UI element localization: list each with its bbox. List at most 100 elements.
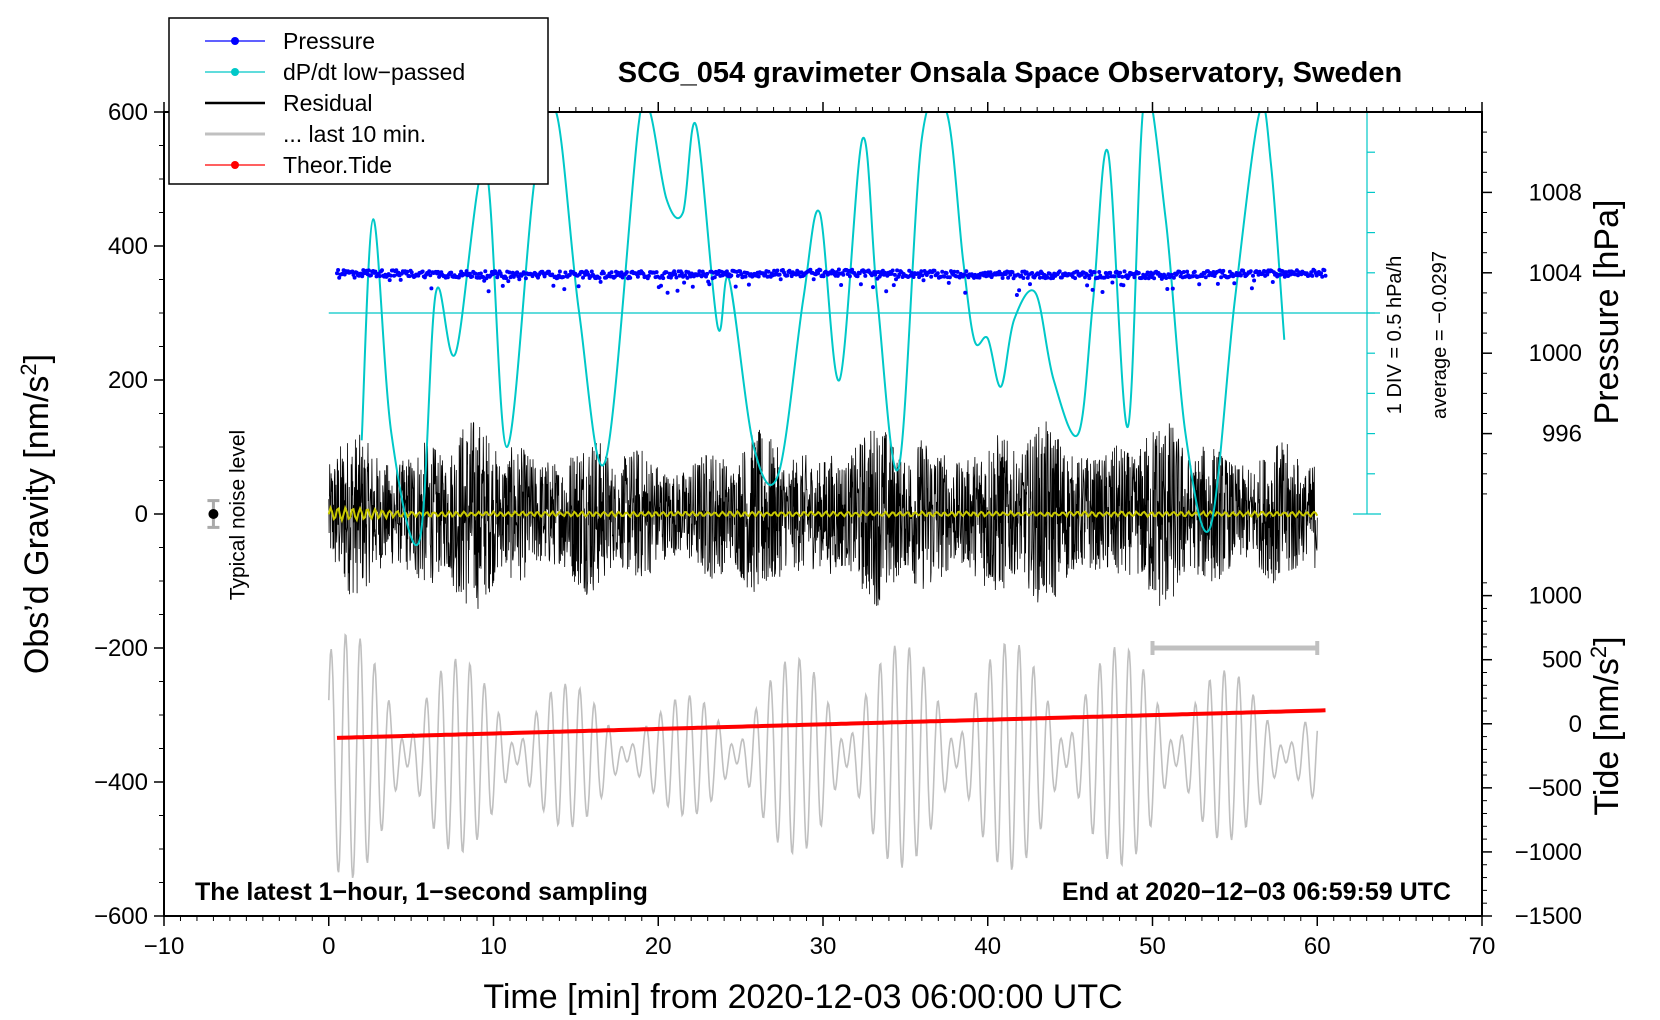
pressure-point bbox=[1097, 270, 1102, 274]
pressure-point bbox=[1083, 275, 1087, 280]
x-tick-label: 10 bbox=[480, 933, 507, 960]
y-axis-label: Obs’d Gravity [nm/s2] bbox=[16, 354, 57, 674]
pressure-point bbox=[705, 271, 710, 276]
dpdt-scale-label: 1 DIV = 0.5 hPa/h bbox=[1384, 256, 1406, 414]
pressure-point bbox=[940, 269, 945, 274]
pressure-point bbox=[724, 269, 729, 274]
y-tick-label: −400 bbox=[94, 769, 148, 796]
pressure-point bbox=[1000, 276, 1005, 280]
y-tick-label: −600 bbox=[94, 903, 148, 930]
pressure-point bbox=[563, 270, 568, 275]
pressure-point bbox=[1192, 269, 1197, 274]
pressure-point bbox=[1158, 272, 1163, 277]
pressure-point bbox=[1057, 269, 1062, 274]
legend: Pressure dP/dt low−passed Residual ... last… bbox=[168, 17, 549, 185]
pressure-point bbox=[964, 269, 969, 274]
pressure-point bbox=[557, 269, 562, 274]
pressure-point bbox=[1278, 272, 1283, 277]
legend-swatch-marker bbox=[231, 161, 239, 169]
pressure-point bbox=[1100, 290, 1105, 294]
pressure-point bbox=[1087, 276, 1092, 281]
pressure-point bbox=[654, 270, 659, 275]
dpdt-series: 1 DIV = 0.5 hPa/h average = −0.0297 bbox=[328, 111, 1451, 546]
x-tick-label: 20 bbox=[645, 933, 672, 960]
pressure-point bbox=[962, 272, 967, 277]
axes: −10 0 10 20 30 40 50 60 70−600−400−2000200400600… bbox=[16, 57, 1627, 1016]
pressure-point bbox=[1021, 276, 1026, 280]
pressure-point bbox=[818, 268, 823, 273]
x-tick-label: −10 bbox=[144, 933, 185, 960]
pressure-point bbox=[1006, 275, 1011, 280]
pressure-point bbox=[1185, 269, 1190, 274]
pressure-point bbox=[1165, 287, 1170, 291]
pressure-point bbox=[483, 269, 488, 274]
pressure-point bbox=[495, 275, 500, 280]
pressure-point bbox=[935, 271, 940, 276]
legend-label: Theor.Tide bbox=[283, 152, 392, 178]
pressure-point bbox=[1025, 275, 1030, 280]
pressure-point bbox=[481, 275, 486, 279]
pressure-point bbox=[1126, 274, 1131, 278]
pressure-point bbox=[1164, 276, 1169, 280]
theor-tide-line bbox=[336, 708, 1326, 740]
pressure-point bbox=[609, 270, 614, 275]
pressure-point bbox=[836, 267, 841, 272]
pressure-point bbox=[821, 274, 826, 279]
theor-tide-series bbox=[336, 708, 1326, 740]
pressure-point bbox=[449, 270, 454, 275]
pressure-point bbox=[1170, 286, 1175, 291]
pressure-point bbox=[506, 279, 511, 284]
annotation-sampling: The latest 1−hour, 1−second sampling bbox=[195, 878, 648, 906]
annotation-end-time: End at 2020−12−03 06:59:59 UTC bbox=[1062, 878, 1451, 906]
pressure-point bbox=[876, 270, 881, 274]
smoothed-residual-series bbox=[327, 504, 1319, 524]
pressure-point bbox=[1248, 269, 1253, 274]
pressure-point bbox=[733, 284, 738, 289]
pressure-point bbox=[427, 269, 432, 274]
tide-tick-label: −500 bbox=[1528, 775, 1582, 802]
tide-axis-label-end: ] bbox=[1588, 636, 1626, 645]
pressure-point bbox=[1075, 269, 1080, 274]
pressure-point bbox=[1238, 273, 1243, 278]
pressure-point bbox=[635, 274, 640, 279]
pressure-point bbox=[1090, 287, 1095, 292]
pressure-point bbox=[1251, 273, 1255, 278]
pressure-point bbox=[855, 274, 860, 279]
x-tick-label: 0 bbox=[322, 933, 335, 960]
x-tick-label: 40 bbox=[974, 933, 1001, 960]
y-axis-label-sup: 2 bbox=[16, 363, 41, 375]
pressure-point bbox=[920, 273, 925, 278]
pressure-point bbox=[436, 269, 440, 274]
pressure-point bbox=[756, 274, 761, 279]
pressure-point bbox=[1089, 272, 1094, 277]
pressure-point bbox=[884, 289, 889, 294]
pressure-point bbox=[690, 284, 695, 289]
pressure-point bbox=[1323, 273, 1328, 278]
pressure-point bbox=[486, 289, 491, 294]
pressure-point bbox=[883, 270, 888, 275]
pressure-point bbox=[1310, 273, 1315, 278]
pressure-point bbox=[523, 276, 528, 281]
pressure-point bbox=[871, 285, 875, 290]
pressure-point bbox=[682, 280, 687, 285]
pressure-point bbox=[380, 268, 384, 273]
pressure-point bbox=[942, 274, 947, 279]
pressure-point bbox=[963, 290, 968, 295]
pressure-point bbox=[952, 269, 957, 274]
pressure-point bbox=[542, 274, 547, 279]
pressure-point bbox=[601, 271, 606, 276]
pressure-point bbox=[707, 282, 712, 287]
pressure-point bbox=[1152, 276, 1157, 281]
pressure-point bbox=[620, 275, 625, 280]
x-tick-label: 70 bbox=[1469, 933, 1496, 960]
pressure-point bbox=[932, 268, 937, 273]
pressure-point bbox=[589, 269, 594, 274]
pressure-point bbox=[735, 273, 740, 278]
pressure-point bbox=[673, 272, 678, 277]
pressure-point bbox=[361, 268, 366, 273]
pressure-tick-label: 1000 bbox=[1529, 340, 1582, 367]
pressure-tick-label: 1008 bbox=[1529, 179, 1582, 206]
tide-tick-label: 500 bbox=[1542, 647, 1582, 674]
pressure-point bbox=[679, 271, 684, 276]
